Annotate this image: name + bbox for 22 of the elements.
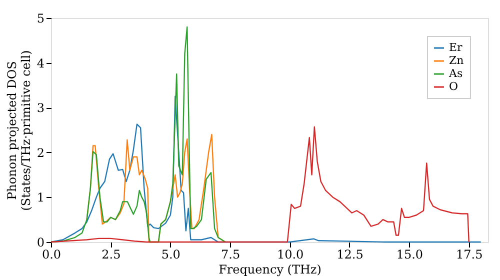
line-series bbox=[50, 126, 470, 243]
x-tick-label: 2.5 bbox=[102, 248, 121, 262]
legend-label: Zn bbox=[449, 54, 464, 67]
x-tick-label: 0.0 bbox=[42, 248, 62, 262]
legend-label: O bbox=[449, 80, 458, 93]
x-tick-label: 17.5 bbox=[456, 248, 483, 262]
y-tick-label: 2 bbox=[36, 146, 44, 160]
y-tick-label: 1 bbox=[36, 190, 44, 205]
x-tick-label: 12.5 bbox=[336, 248, 364, 262]
legend-label: As bbox=[448, 67, 463, 80]
x-tick-label: 5.0 bbox=[161, 248, 180, 262]
y-tick-label: 0 bbox=[36, 236, 44, 250]
x-tick-label: 15.0 bbox=[396, 248, 424, 262]
y-tick-label: 5 bbox=[36, 12, 44, 26]
y-axis-title: Phonon projected DOS (States/THz·primitive cell) bbox=[4, 50, 33, 211]
x-tick-label: 7.5 bbox=[221, 248, 240, 262]
legend-label: Er bbox=[449, 41, 464, 54]
y-tick-label: 3 bbox=[36, 101, 44, 116]
y-tick-label: 4 bbox=[36, 56, 45, 70]
x-axis-title: Frequency (THz) bbox=[218, 262, 322, 276]
x-tick-label: 10.0 bbox=[276, 248, 304, 262]
line-series bbox=[50, 26, 226, 243]
